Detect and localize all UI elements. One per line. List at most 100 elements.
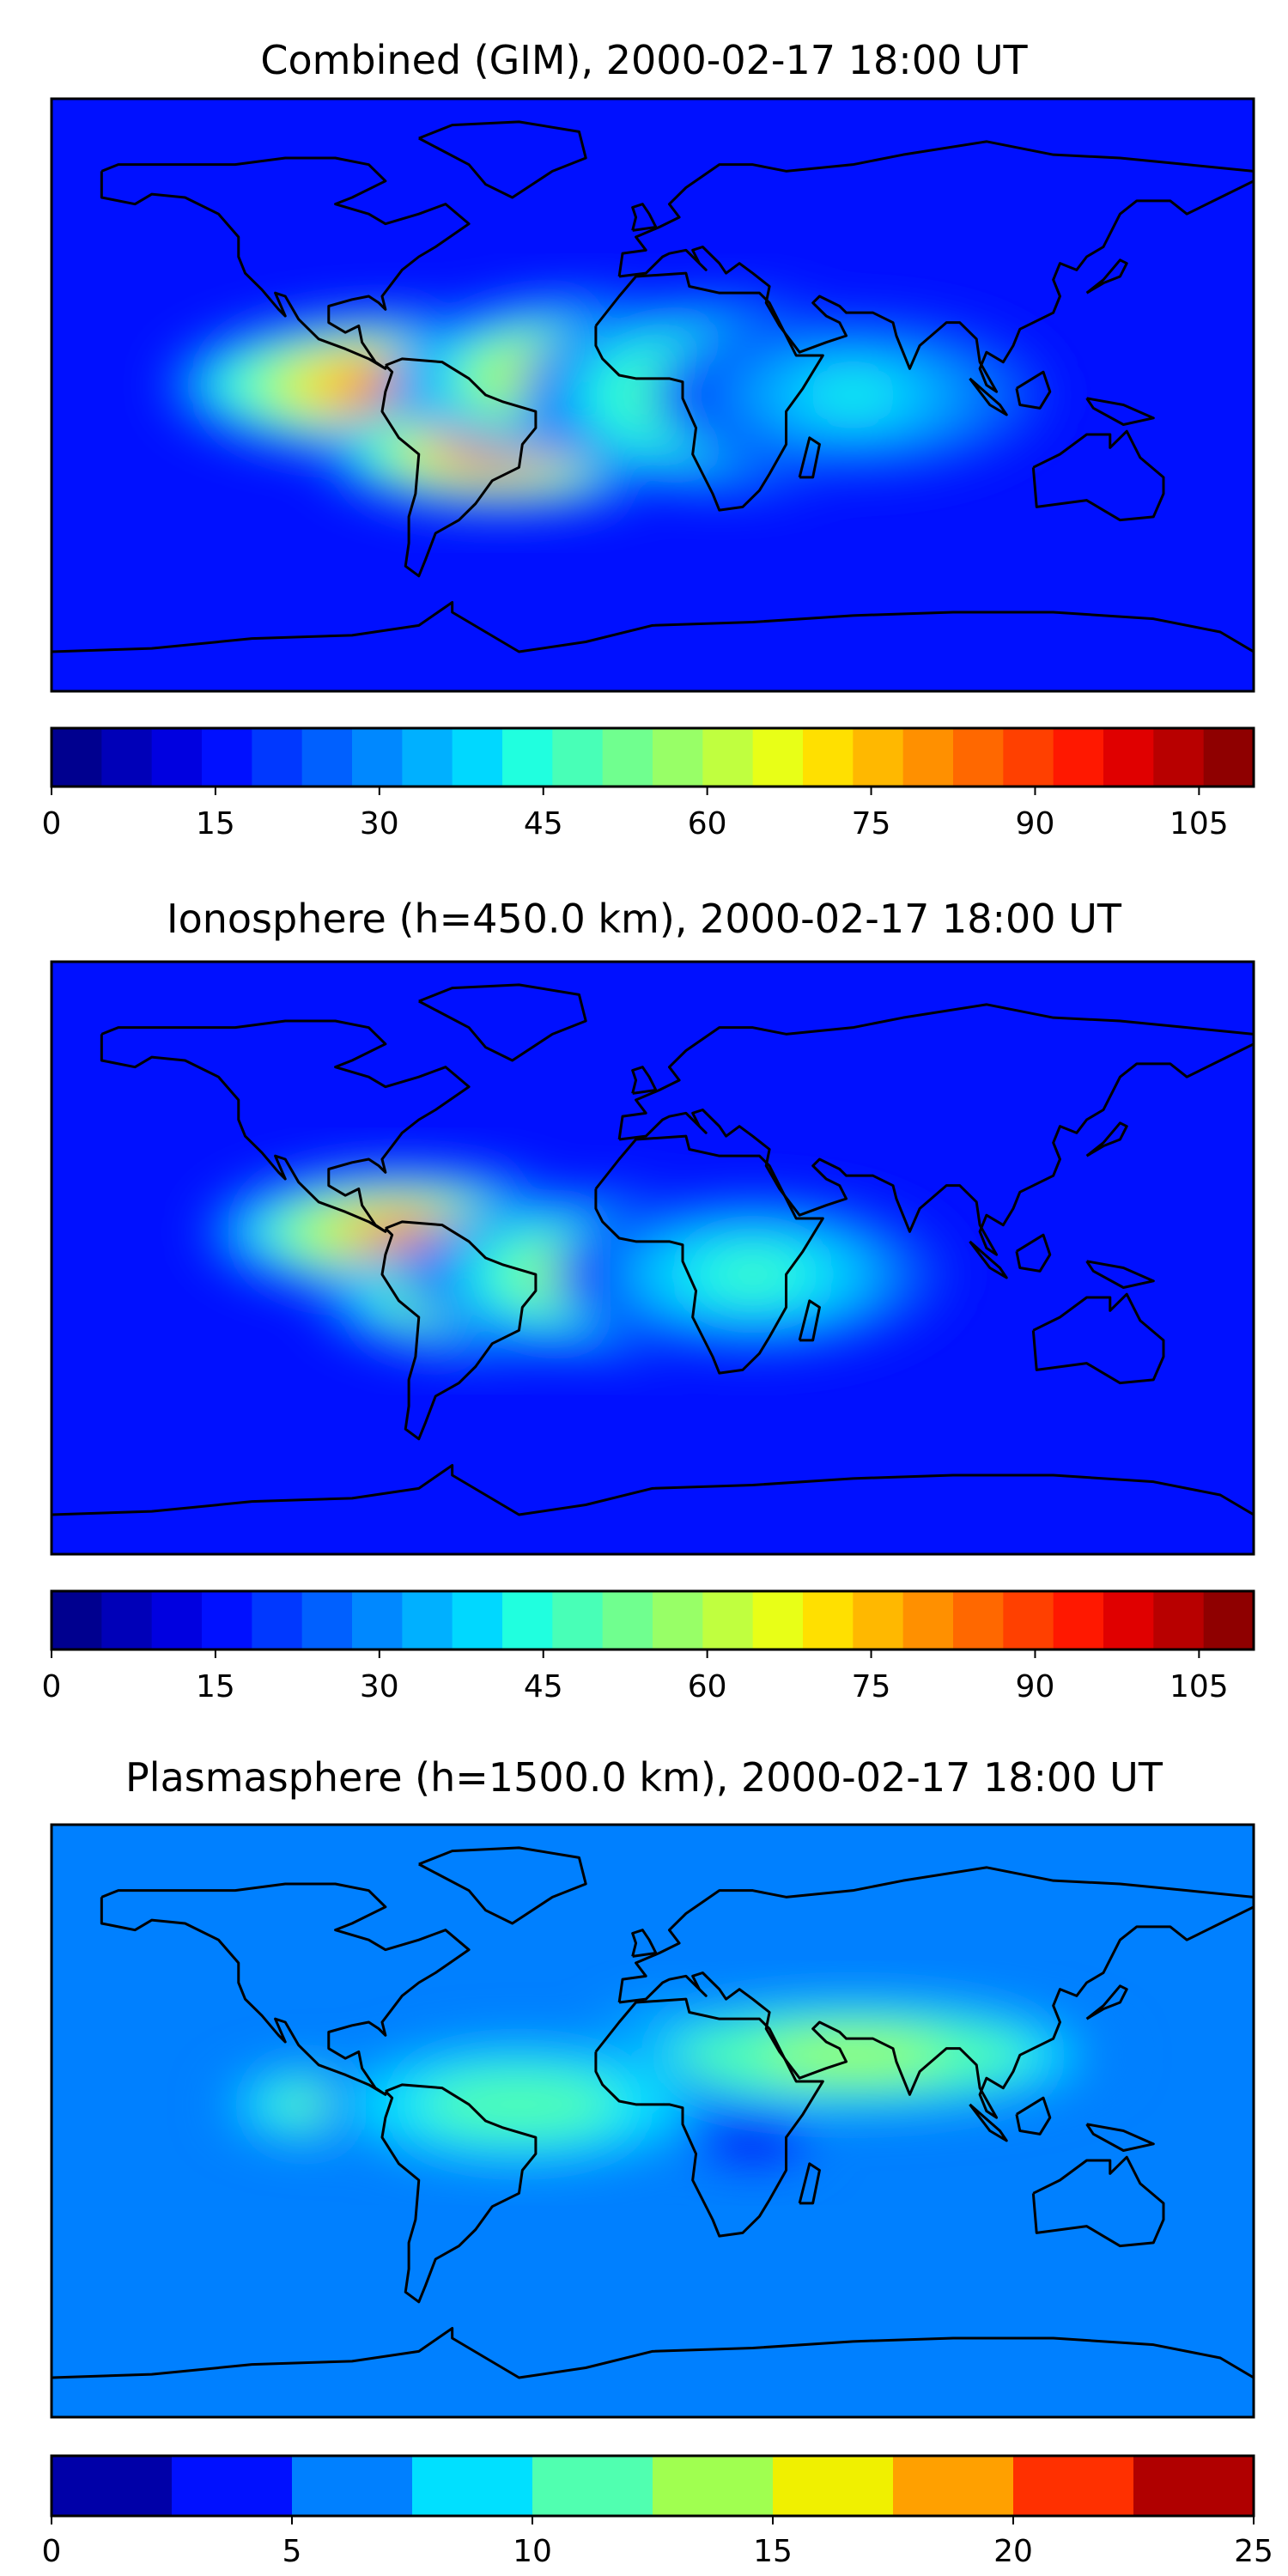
- colorbar-swatch: [902, 1591, 954, 1649]
- map-panel-1: [52, 962, 1254, 1554]
- coastline-6: [1031, 429, 1165, 522]
- colorbar-tick-label: 45: [523, 1669, 563, 1704]
- colorbar-tick-label: 30: [359, 806, 399, 841]
- colorbar-swatch: [402, 728, 453, 787]
- map-panel-2: [52, 1825, 1254, 2417]
- colorbar-swatch: [893, 2456, 1014, 2516]
- colorbar-swatch: [1103, 1591, 1154, 1649]
- contour-blob-1-level-5: [808, 2044, 898, 2065]
- colorbar-tick-label: 105: [1170, 806, 1229, 841]
- coastline-1: [418, 1846, 587, 1925]
- coastline-3: [594, 1997, 824, 2238]
- coastline-2: [380, 2083, 538, 2304]
- coastline-12: [52, 601, 1254, 691]
- colorbar-swatch: [1053, 1591, 1104, 1649]
- coastline-11: [798, 2162, 821, 2205]
- colorbar-swatch: [502, 728, 553, 787]
- contour-blob-4-level-5: [819, 381, 887, 409]
- coastline-2: [380, 357, 538, 578]
- colorbar-swatch: [1103, 728, 1154, 787]
- map-frame-1: [50, 960, 1255, 1556]
- colorbar-swatch: [773, 2456, 894, 2516]
- colorbar-tick-label: 45: [523, 806, 563, 841]
- colorbar-swatch: [702, 1591, 754, 1649]
- colorbar-swatch: [502, 1591, 553, 1649]
- map-panel-0: [52, 99, 1254, 691]
- coastline-1: [418, 983, 587, 1062]
- coastline-7: [1015, 1233, 1052, 1273]
- coastline-8: [969, 2103, 1008, 2142]
- coastline-10: [1085, 258, 1128, 295]
- colorbar-swatch: [202, 728, 252, 787]
- colorbar-tick-label: 10: [513, 2534, 552, 2569]
- colorbar-swatch: [202, 1591, 252, 1649]
- coastline-3: [594, 1134, 824, 1375]
- colorbar-swatch: [1003, 728, 1054, 787]
- colorbar-tick-label: 25: [1234, 2534, 1273, 2569]
- colorbar-tick-label: 15: [753, 2534, 793, 2569]
- colorbar-0: [50, 726, 1255, 795]
- colorbar-tick-label: 20: [993, 2534, 1033, 2569]
- colorbar-tick-label: 90: [1015, 806, 1055, 841]
- colorbar-swatch: [602, 728, 653, 787]
- colorbar-swatch: [902, 728, 954, 787]
- colorbar-swatch: [452, 728, 503, 787]
- colorbar-tick-label: 60: [687, 1669, 727, 1704]
- colorbar-swatch: [1013, 2456, 1134, 2516]
- colorbar-swatch: [803, 728, 854, 787]
- colorbar-tick-label: 60: [687, 806, 727, 841]
- panel-1-title: Ionosphere (h=450.0 km), 2000-02-17 18:0…: [167, 896, 1121, 942]
- contour-blob-3-level-5: [741, 2131, 764, 2143]
- colorbar-swatch: [653, 1591, 703, 1649]
- map-frame-0: [50, 97, 1255, 693]
- colorbar-swatch: [702, 728, 754, 787]
- colorbar-swatch: [452, 1591, 503, 1649]
- contour-blob-0-level-5: [368, 1220, 436, 1243]
- coastline-5: [631, 1066, 658, 1095]
- colorbar-frame: [50, 726, 1255, 788]
- coastline-9: [1085, 397, 1155, 426]
- colorbar-swatch: [532, 2456, 653, 2516]
- colorbar-swatch: [352, 728, 403, 787]
- coastline-6: [1031, 2155, 1165, 2248]
- colorbar-swatch: [853, 728, 904, 787]
- coastline-5: [631, 203, 658, 232]
- coastline-4: [617, 1003, 1254, 1256]
- colorbar-swatch: [653, 728, 703, 787]
- colorbar-swatch: [752, 728, 804, 787]
- coastline-4: [617, 140, 1254, 393]
- map-frame-2: [50, 1823, 1255, 2419]
- colorbar-swatch: [301, 728, 353, 787]
- colorbar-swatch: [412, 2456, 533, 2516]
- colorbar-swatch: [52, 728, 102, 787]
- colorbar-swatch: [1153, 728, 1205, 787]
- coastline-3: [594, 271, 824, 512]
- colorbar-swatch: [252, 728, 303, 787]
- coastline-7: [1015, 2096, 1052, 2136]
- coastline-11: [798, 1299, 821, 1342]
- colorbar-swatch: [352, 1591, 403, 1649]
- colorbar-2: [50, 2454, 1255, 2524]
- colorbar-swatch: [301, 1591, 353, 1649]
- colorbar-swatch: [172, 2456, 293, 2516]
- colorbar-tick-label: 0: [41, 806, 62, 841]
- coastline-8: [969, 377, 1008, 416]
- colorbar-swatch: [1153, 1591, 1205, 1649]
- coastline-0: [100, 156, 471, 370]
- colorbar-frame: [50, 2454, 1255, 2518]
- coastline-11: [798, 436, 821, 479]
- colorbar-tick-label: 75: [851, 806, 891, 841]
- coastline-4: [617, 1866, 1254, 2119]
- colorbar-swatch: [1003, 1591, 1054, 1649]
- colorbar-tick-label: 30: [359, 1669, 399, 1704]
- colorbar-tick-label: 75: [851, 1669, 891, 1704]
- colorbar-swatch: [1053, 728, 1104, 787]
- colorbar-swatch: [953, 728, 1004, 787]
- coastline-8: [969, 1240, 1008, 1279]
- colorbar-swatch: [1203, 728, 1255, 787]
- colorbar-tick-label: 90: [1015, 1669, 1055, 1704]
- colorbar-swatch: [101, 1591, 153, 1649]
- colorbar-tick-label: 0: [41, 1669, 62, 1704]
- colorbar-tick-label: 105: [1170, 1669, 1229, 1704]
